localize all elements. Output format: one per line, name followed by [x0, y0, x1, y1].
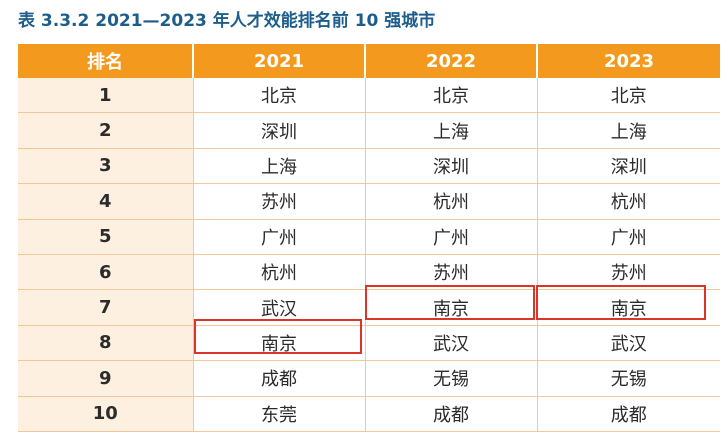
table-row: 2 深圳 上海 上海 [18, 112, 720, 149]
city-cell-2021: 成都 [192, 360, 365, 397]
city-cell-2021: 北京 [192, 78, 365, 114]
city-cell-2023: 无锡 [536, 360, 720, 397]
table-row: 8 南京 武汉 武汉 [18, 325, 720, 362]
city-cell-2022: 苏州 [364, 254, 537, 291]
rank-cell: 5 [18, 219, 193, 255]
city-cell-2023: 北京 [536, 78, 720, 114]
city-cell-2023: 武汉 [536, 325, 720, 362]
city-cell-2022: 成都 [364, 396, 537, 432]
header-row: 排名 2021 2022 2023 [18, 44, 720, 78]
table-row: 3 上海 深圳 深圳 [18, 148, 720, 185]
rank-cell: 9 [18, 360, 193, 397]
table-row: 10 东莞 成都 成都 [18, 396, 720, 432]
city-cell-2022: 无锡 [364, 360, 537, 397]
city-cell-2022: 上海 [364, 112, 537, 149]
ranking-table: 排名 2021 2022 2023 1 北京 北京 北京 2 深圳 上海 上海 … [18, 44, 720, 432]
table-row: 4 苏州 杭州 杭州 [18, 183, 720, 220]
city-cell-2021: 南京 [192, 325, 365, 362]
city-cell-2021: 杭州 [192, 254, 365, 291]
city-cell-2021: 东莞 [192, 396, 365, 432]
header-rank: 排名 [18, 44, 193, 78]
highlight-box-2022-nanjing [365, 285, 535, 320]
rank-cell: 7 [18, 289, 193, 326]
rank-cell: 8 [18, 325, 193, 362]
highlight-box-2023-nanjing [536, 285, 706, 320]
rank-cell: 1 [18, 78, 193, 114]
city-cell-2022: 武汉 [364, 325, 537, 362]
rank-cell: 3 [18, 148, 193, 185]
city-cell-2021: 深圳 [192, 112, 365, 149]
city-cell-2023: 广州 [536, 219, 720, 255]
table-row: 6 杭州 苏州 苏州 [18, 254, 720, 291]
city-cell-2023: 成都 [536, 396, 720, 432]
city-cell-2022: 深圳 [364, 148, 537, 185]
city-cell-2023: 杭州 [536, 183, 720, 220]
header-2023: 2023 [536, 44, 720, 78]
city-cell-2021: 上海 [192, 148, 365, 185]
highlight-box-2021-nanjing [194, 319, 362, 354]
city-cell-2022: 广州 [364, 219, 537, 255]
table-row: 1 北京 北京 北京 [18, 78, 720, 114]
table-title: 表 3.3.2 2021—2023 年人才效能排名前 10 强城市 [18, 11, 436, 31]
header-2022: 2022 [364, 44, 537, 78]
header-2021: 2021 [192, 44, 365, 78]
table-row: 5 广州 广州 广州 [18, 219, 720, 255]
city-cell-2023: 苏州 [536, 254, 720, 291]
table-row: 9 成都 无锡 无锡 [18, 360, 720, 397]
rank-cell: 6 [18, 254, 193, 291]
city-cell-2022: 杭州 [364, 183, 537, 220]
city-cell-2022: 北京 [364, 78, 537, 114]
city-cell-2023: 上海 [536, 112, 720, 149]
city-cell-2021: 广州 [192, 219, 365, 255]
rank-cell: 10 [18, 396, 193, 432]
city-cell-2021: 苏州 [192, 183, 365, 220]
rank-cell: 4 [18, 183, 193, 220]
city-cell-2023: 深圳 [536, 148, 720, 185]
rank-cell: 2 [18, 112, 193, 149]
